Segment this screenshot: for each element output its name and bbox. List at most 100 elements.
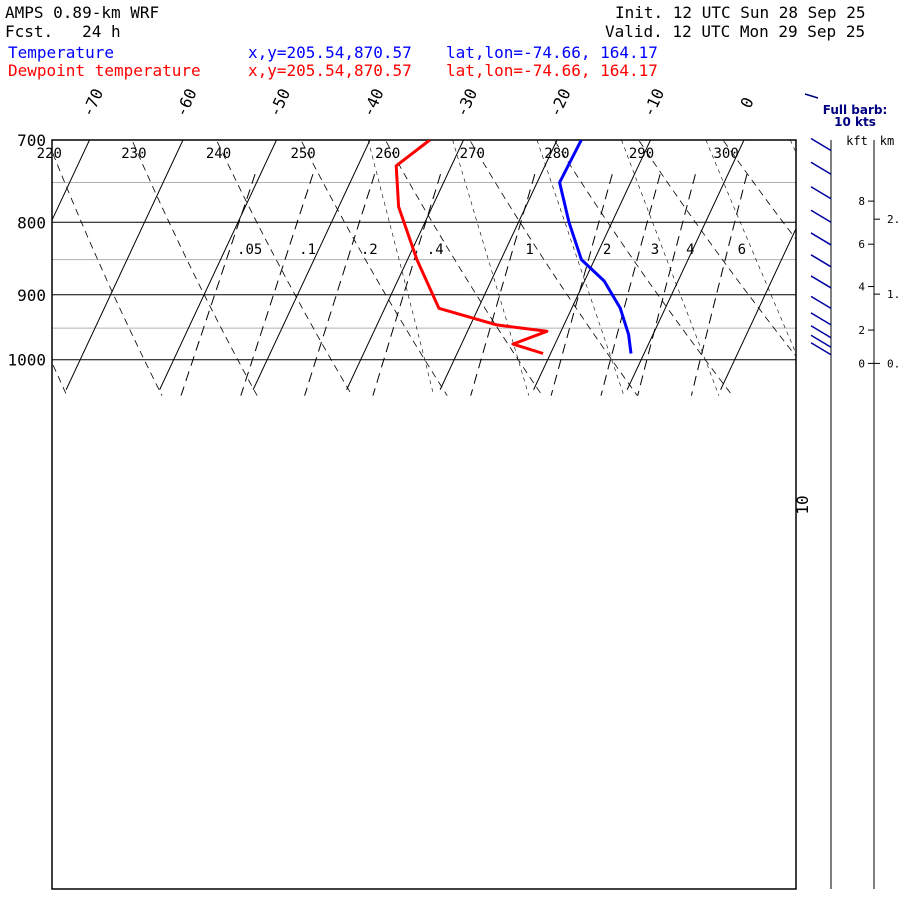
pressure-tick-label: 700: [17, 131, 46, 150]
theta-label: 260: [375, 146, 400, 162]
isotherm-line: [439, 140, 558, 390]
barb-legend-title: Full barb:: [823, 103, 888, 117]
theta-label: 240: [206, 146, 231, 162]
dry-adiabat: [553, 140, 733, 396]
mixing-ratio-line: [690, 174, 748, 396]
dry-adiabat: [638, 140, 796, 357]
dry-adiabat: [300, 140, 448, 396]
isotherm-line: [720, 227, 796, 390]
isotherm-line: [159, 140, 277, 390]
mixing-ratio-label: 2: [603, 242, 611, 258]
mixing-ratio-label: .4: [427, 242, 444, 258]
moist-adiabat: [705, 140, 796, 355]
wind-barb: [810, 209, 832, 223]
pressure-tick-label: 1000: [7, 351, 46, 370]
km-unit-label: km: [880, 134, 894, 148]
dry-adiabat: [801, 131, 900, 396]
mixing-ratio-line: [600, 174, 661, 396]
isotherm-line: [52, 140, 90, 222]
dry-adiabat: [52, 150, 163, 396]
init-time: Init. 12 UTC Sun 28 Sep 25: [615, 3, 866, 22]
kft-unit-label: kft: [846, 134, 868, 148]
mixing-ratio-label: .05: [237, 242, 262, 258]
wind-barb: [810, 275, 832, 289]
kft-tick-label: 4: [858, 281, 865, 294]
model-title: AMPS 0.89-km WRF: [5, 3, 160, 22]
theta-label: 280: [544, 146, 569, 162]
barb-legend-icon: [804, 93, 819, 99]
plot-frame: [51, 139, 797, 890]
temperature-legend: Temperature: [8, 43, 114, 62]
pressure-tick-label: 900: [17, 286, 46, 305]
mixing-ratio-line: [240, 174, 314, 396]
isotherm-label: -50: [265, 86, 294, 120]
pressure-tick-label: 800: [17, 213, 46, 232]
mixing-ratio-line: [637, 174, 696, 396]
wind-barb: [810, 295, 832, 309]
kft-tick-label: 0: [858, 357, 865, 370]
wind-barb: [810, 137, 832, 152]
forecast-hour: Fcst. 24 h: [5, 22, 121, 41]
isotherm-label: -10: [639, 86, 668, 120]
isotherm-label: -30: [452, 86, 481, 120]
mixing-ratio-line: [180, 174, 256, 396]
dewpoint-legend: Dewpoint temperature: [8, 61, 201, 80]
theta-label: 250: [290, 146, 315, 162]
mixing-ratio-label: 6: [738, 242, 746, 258]
isotherm-label: -60: [171, 86, 200, 120]
isotherm-line: [626, 140, 745, 390]
kft-tick-label: 6: [858, 238, 865, 251]
mixing-ratio-line: [550, 174, 613, 396]
mixing-ratio-line: [372, 174, 441, 396]
km-tick-label: 0.: [887, 357, 900, 370]
dewpoint-xy: x,y=205.54,870.57: [248, 61, 412, 80]
mixing-ratio-label: 1: [525, 242, 533, 258]
dry-adiabat: [722, 140, 796, 240]
km-tick-label: 1.: [887, 288, 900, 301]
theta-label: 300: [713, 146, 738, 162]
dry-adiabat: [215, 140, 353, 396]
valid-time: Valid. 12 UTC Mon 29 Sep 25: [605, 22, 866, 41]
wind-barb: [810, 342, 832, 356]
moist-adiabat: [621, 140, 720, 396]
mixing-ratio-line: [304, 174, 376, 396]
isotherm-line: [65, 140, 184, 390]
dry-adiabat: [885, 131, 900, 396]
isotherm-10-label: 10: [793, 495, 812, 514]
dewpoint-latlon: lat,lon=-74.66, 164.17: [446, 61, 658, 80]
mixing-ratio-label: .1: [299, 242, 316, 258]
wind-barb: [810, 325, 832, 339]
isotherm-line: [346, 140, 464, 390]
km-tick-label: 2.: [887, 213, 900, 226]
wind-barb: [810, 254, 832, 268]
moist-adiabat: [536, 140, 625, 396]
wind-barb: [810, 161, 832, 175]
mixing-ratio-label: .2: [361, 242, 378, 258]
barb-legend-speed: 10 kts: [834, 115, 876, 129]
isotherm-label: -40: [358, 86, 387, 120]
isotherm-line: [252, 140, 371, 390]
isotherm-label: 0: [736, 94, 757, 111]
isotherm-label: -70: [78, 86, 107, 120]
wind-barb: [810, 232, 832, 246]
theta-label: 290: [629, 146, 654, 162]
mixing-ratio-label: 4: [686, 242, 694, 258]
theta-label: 230: [121, 146, 146, 162]
dry-adiabat: [384, 140, 543, 396]
dry-adiabat: [469, 140, 638, 396]
wind-barb: [810, 186, 832, 200]
temperature-xy: x,y=205.54,870.57: [248, 43, 412, 62]
kft-tick-label: 8: [858, 195, 865, 208]
kft-tick-label: 2: [858, 324, 865, 337]
theta-label: 270: [460, 146, 485, 162]
mixing-ratio-line: [470, 174, 536, 396]
theta-label: 220: [37, 146, 62, 162]
wind-barb: [810, 312, 832, 326]
wind-barb: [810, 334, 832, 348]
temperature-latlon: lat,lon=-74.66, 164.17: [446, 43, 658, 62]
isotherm-label: -20: [545, 86, 574, 120]
moist-adiabat: [790, 140, 796, 154]
isotherm-line: [533, 140, 651, 390]
moist-adiabat: [452, 140, 530, 396]
